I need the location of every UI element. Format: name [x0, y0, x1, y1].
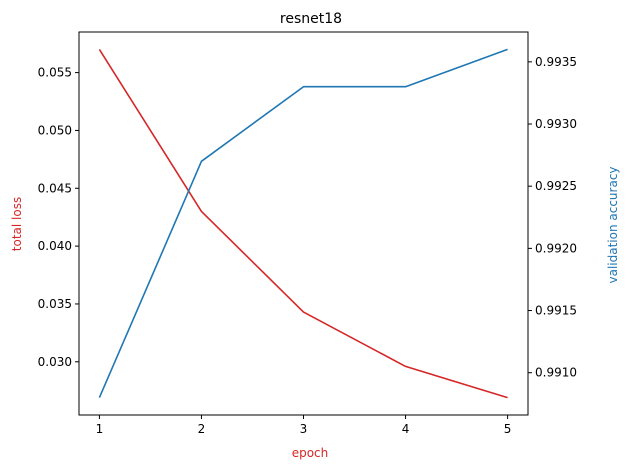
y-axis-left: 0.030 0.035 0.040 0.045 0.050 0.055: [38, 66, 79, 369]
y-left-tick-label: 0.045: [38, 181, 72, 195]
x-tick-label: 5: [504, 422, 512, 436]
y-left-tick-label: 0.050: [38, 123, 72, 137]
x-axis-label: epoch: [292, 446, 329, 460]
y-right-tick-label: 0.9910: [535, 366, 577, 380]
x-tick-label: 2: [198, 422, 206, 436]
y-left-tick-label: 0.030: [38, 355, 72, 369]
y-right-tick-label: 0.9925: [535, 179, 577, 193]
validation-accuracy-line: [98, 48, 508, 398]
y-axis-right: 0.9910 0.9915 0.9920 0.9925 0.9930 0.9935: [528, 55, 577, 380]
y-left-tick-label: 0.035: [38, 297, 72, 311]
y-right-tick-label: 0.9935: [535, 55, 577, 69]
y-right-tick-label: 0.9930: [535, 117, 577, 131]
y-right-tick-label: 0.9915: [535, 304, 577, 318]
total-loss-line: [98, 49, 508, 399]
plot-area-frame: [78, 31, 529, 416]
y-axis-right-label: validation accuracy: [606, 166, 620, 283]
x-tick-label: 3: [300, 422, 308, 436]
series-lines: [98, 48, 508, 399]
y-axis-left-label: total loss: [10, 197, 24, 251]
x-tick-label: 1: [96, 422, 104, 436]
x-tick-label: 4: [402, 422, 410, 436]
y-right-tick-label: 0.9920: [535, 241, 577, 255]
y-left-tick-label: 0.055: [38, 66, 72, 80]
y-left-tick-label: 0.040: [38, 239, 72, 253]
x-axis: 1 2 3 4 5: [96, 415, 512, 436]
chart-title: resnet18: [280, 11, 342, 27]
